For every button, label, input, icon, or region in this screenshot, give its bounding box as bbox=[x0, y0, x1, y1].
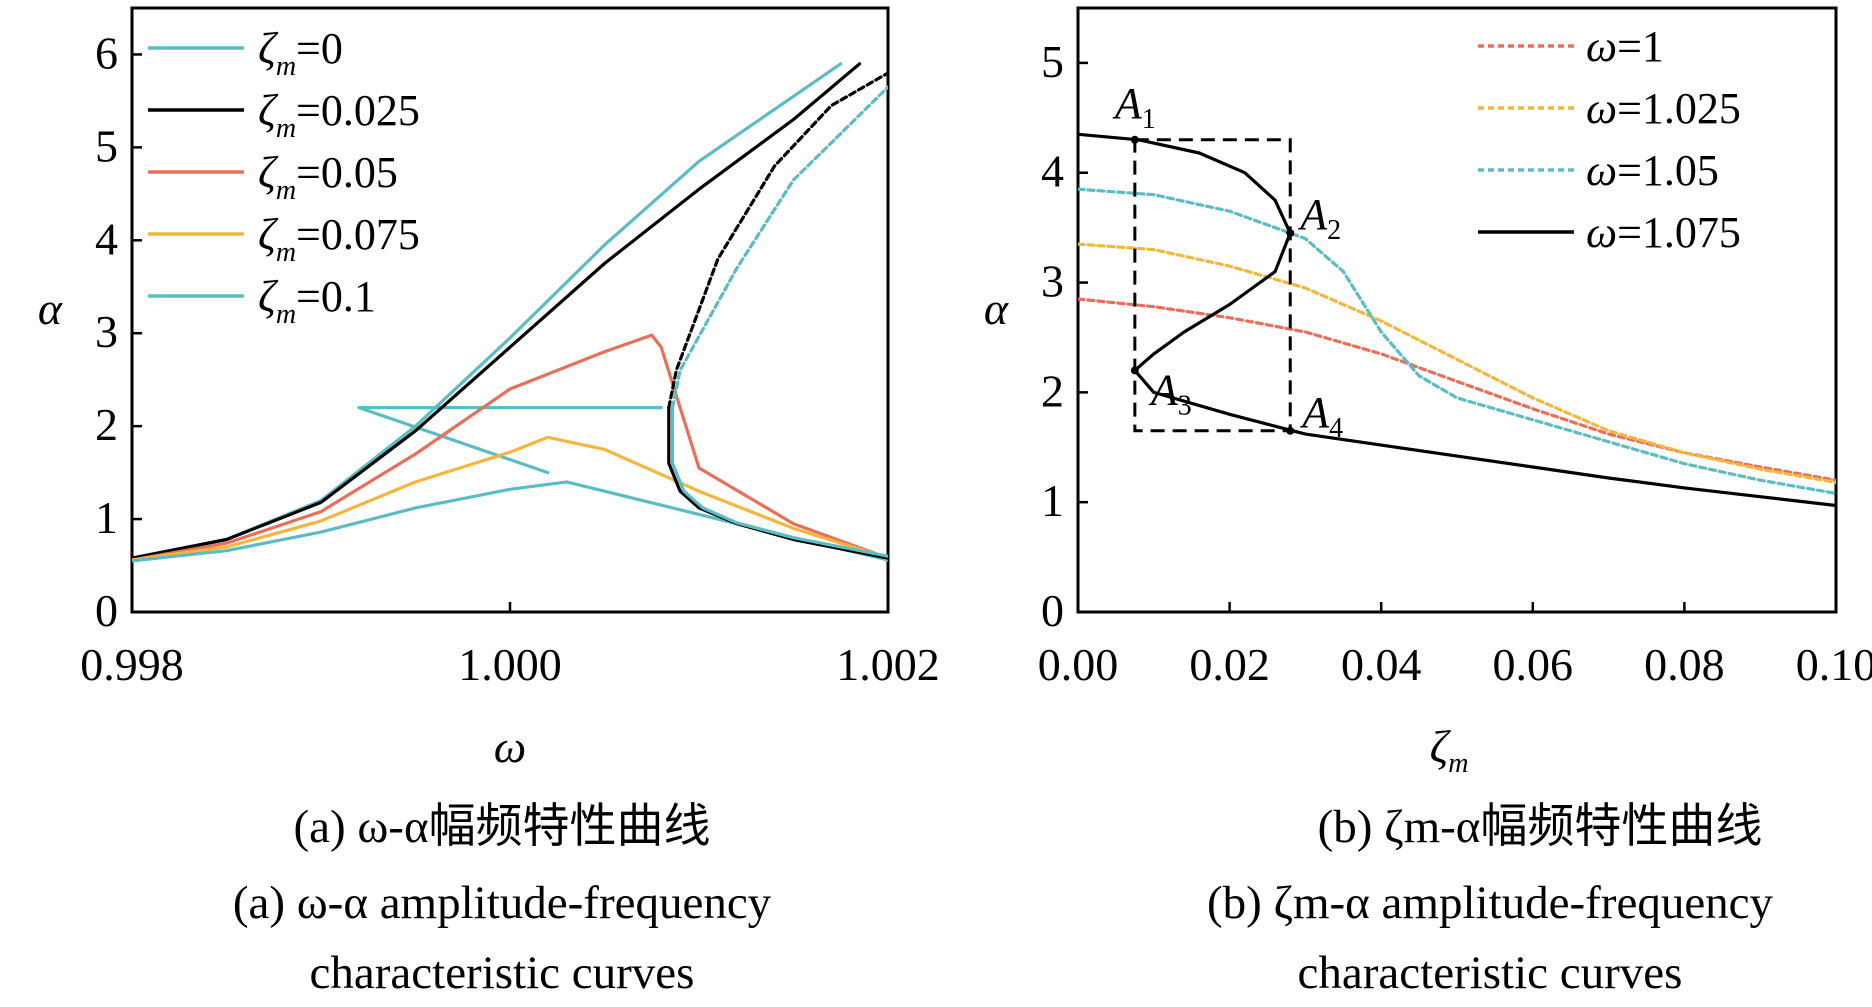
y-tick-label: 6 bbox=[95, 27, 118, 78]
series-group bbox=[1078, 132, 1836, 508]
series-line bbox=[132, 435, 888, 562]
legend-label: ζm=0 bbox=[258, 24, 343, 82]
legend-label: ζm=0.075 bbox=[258, 210, 420, 268]
x-tick-label: 0.00 bbox=[1038, 639, 1119, 690]
legend-label: ω=1.075 bbox=[1586, 208, 1741, 257]
annotation-label: A3 bbox=[1148, 365, 1192, 421]
caption-a-cn: (a) ω-α幅频特性曲线 bbox=[293, 801, 710, 853]
series-line bbox=[670, 406, 888, 558]
y-tick-label: 3 bbox=[95, 306, 118, 357]
caption-b-en-line1: (b) ζm-α amplitude-frequency bbox=[1207, 877, 1774, 929]
annotation-label: A2 bbox=[1297, 190, 1341, 246]
series-line bbox=[670, 85, 888, 410]
plot-frame bbox=[1076, 6, 1838, 614]
dashed-selection-box bbox=[1133, 138, 1292, 433]
legend-label: ζm=0.1 bbox=[258, 272, 376, 330]
caption-b-cn: (b) ζm-α幅频特性曲线 bbox=[1318, 801, 1763, 853]
y-tick-label: 2 bbox=[95, 399, 118, 450]
x-tick-label: 0.10 bbox=[1796, 639, 1872, 690]
annotation-label: A4 bbox=[1299, 388, 1343, 444]
series-line bbox=[1078, 242, 1836, 484]
y-tick-label: 4 bbox=[1041, 146, 1064, 197]
y-axis-label: α bbox=[984, 283, 1009, 334]
x-tick-label: 0.08 bbox=[1644, 639, 1725, 690]
y-tick-label: 0 bbox=[95, 585, 118, 636]
caption-a-en-line1: (a) ω-α amplitude-frequency bbox=[233, 877, 772, 929]
y-tick-label: 2 bbox=[1041, 365, 1064, 416]
x-tick-label: 1.000 bbox=[458, 639, 562, 690]
annotation-point bbox=[1286, 426, 1295, 435]
series-line bbox=[132, 62, 843, 560]
annotation-point bbox=[1286, 229, 1295, 238]
legend-label: ζm=0.025 bbox=[258, 86, 420, 144]
series-line bbox=[132, 333, 888, 562]
y-tick-label: 4 bbox=[95, 213, 118, 264]
series-line bbox=[1078, 187, 1836, 495]
x-axis-label: ω bbox=[494, 721, 526, 772]
x-tick-label: 1.002 bbox=[836, 639, 940, 690]
series-line bbox=[667, 406, 888, 560]
legend-label: ω=1 bbox=[1586, 22, 1664, 71]
x-tick-label: 0.998 bbox=[80, 639, 184, 690]
annotation-point bbox=[1130, 135, 1139, 144]
x-tick-label: 0.06 bbox=[1493, 639, 1574, 690]
y-tick-label: 0 bbox=[1041, 585, 1064, 636]
y-tick-label: 3 bbox=[1041, 256, 1064, 307]
series-line bbox=[132, 62, 862, 560]
y-axis-label: α bbox=[38, 283, 63, 334]
series-line bbox=[1078, 132, 1836, 508]
series-group bbox=[132, 62, 888, 563]
legend-label: ω=1.025 bbox=[1586, 84, 1741, 133]
x-axis-label: ζm bbox=[1430, 721, 1469, 779]
y-tick-label: 1 bbox=[95, 492, 118, 543]
y-tick-label: 1 bbox=[1041, 475, 1064, 526]
y-tick-label: 5 bbox=[1041, 36, 1064, 87]
caption-a-en-line2: characteristic curves bbox=[310, 947, 695, 999]
annotation-point bbox=[1130, 366, 1139, 375]
annotation-label: A1 bbox=[1112, 79, 1156, 135]
y-tick-label: 5 bbox=[95, 120, 118, 171]
x-tick-label: 0.02 bbox=[1189, 639, 1270, 690]
legend-label: ω=1.05 bbox=[1586, 146, 1719, 195]
caption-b-en-line2: characteristic curves bbox=[1298, 947, 1683, 999]
series-line bbox=[357, 406, 663, 475]
legend-label: ζm=0.05 bbox=[258, 148, 398, 206]
panel-b-chart: 0 1 2 3 4 5 0.00 0.02 0.04 0.06 0.08 0.10 α ζm ω=1 ω=1.… bbox=[984, 6, 1872, 779]
series-line bbox=[667, 71, 888, 410]
x-tick-label: 0.04 bbox=[1341, 639, 1422, 690]
